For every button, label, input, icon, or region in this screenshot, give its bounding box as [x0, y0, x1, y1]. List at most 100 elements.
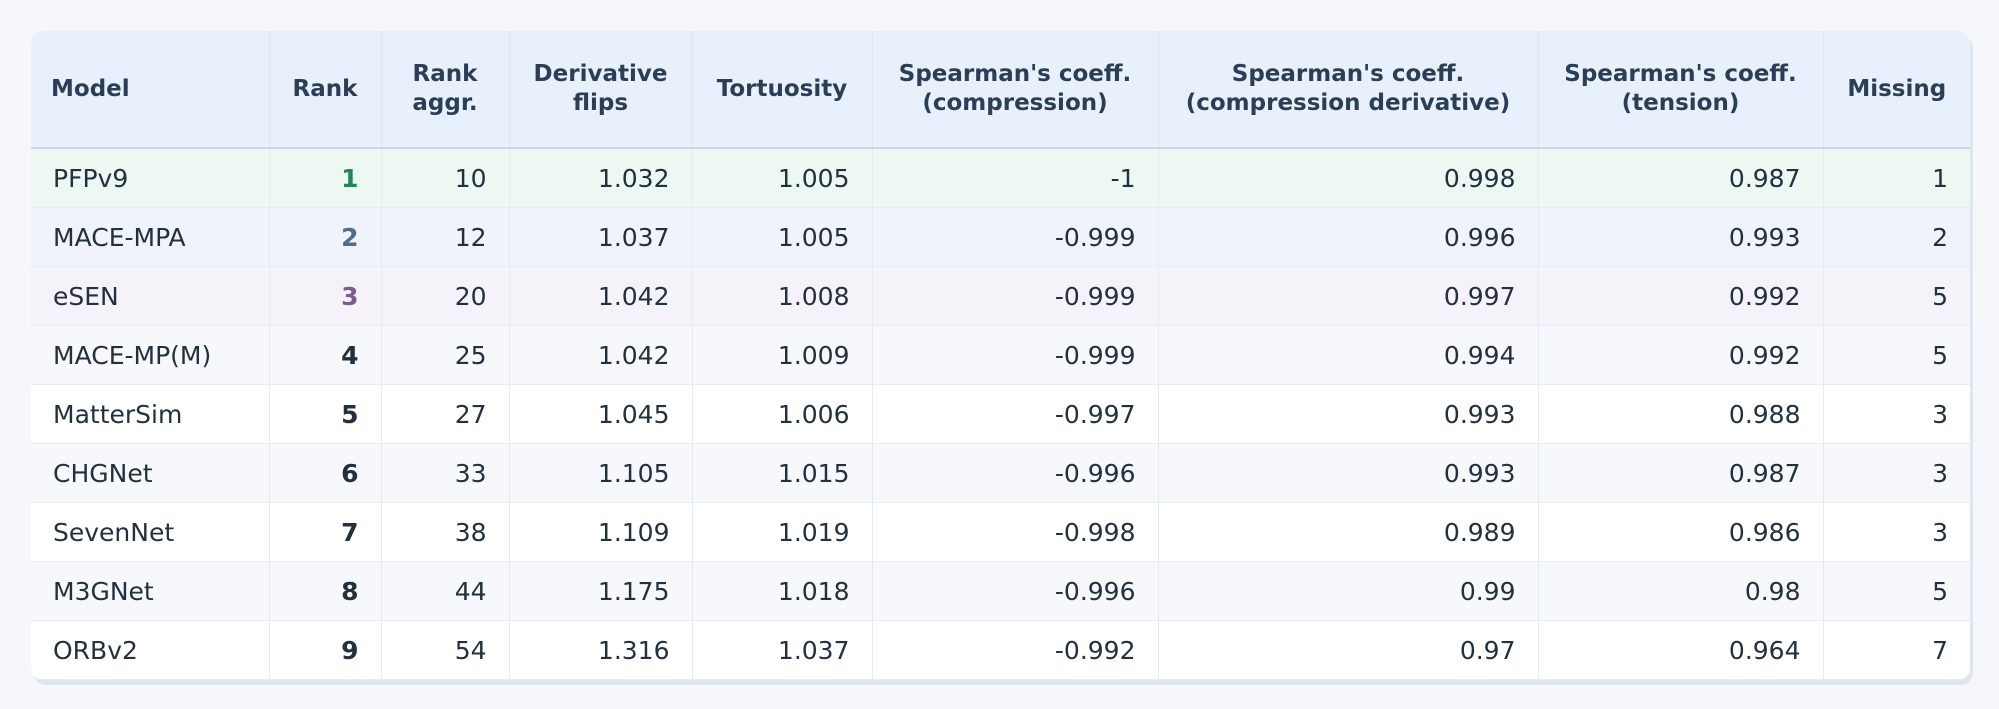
table-cell: 0.997 [1158, 266, 1539, 326]
results-table: Model Rank Rank aggr. Derivative flips Tortu… [31, 31, 1970, 680]
column-header: Model [31, 31, 270, 149]
table-cell: 5 [1823, 561, 1970, 621]
table-cell: 1.005 [692, 207, 873, 267]
table-cell: -0.999 [872, 325, 1159, 385]
column-header: Missing [1823, 31, 1970, 149]
table-cell: 3 [1823, 502, 1970, 562]
table-cell: 1.005 [692, 148, 873, 208]
table-cell: MACE-MP(M) [31, 325, 270, 385]
table-cell: 5 [1823, 325, 1970, 385]
table-cell: 7 [1823, 620, 1970, 680]
table-cell: -0.997 [872, 384, 1159, 444]
table-card: Model Rank Rank aggr. Derivative flips Tortu… [31, 31, 1970, 680]
table-cell: -1 [872, 148, 1159, 208]
table-cell: ORBv2 [31, 620, 270, 680]
table-row: MatterSim 5 27 1.045 1.006 -0.997 0.993 0.988 3 [31, 384, 1970, 444]
table-cell: 7 [269, 502, 382, 562]
table-cell: 8 [269, 561, 382, 621]
table-cell: 0.994 [1158, 325, 1539, 385]
table-cell: M3GNet [31, 561, 270, 621]
table-cell: 54 [381, 620, 510, 680]
table-row: MACE-MPA 2 12 1.037 1.005 -0.999 0.996 0.993 2 [31, 207, 1970, 267]
table-cell: 38 [381, 502, 510, 562]
table-cell: 1.316 [509, 620, 693, 680]
column-header: Spearman's coeff. (compression) [872, 31, 1159, 149]
table-cell: SevenNet [31, 502, 270, 562]
table-cell: MatterSim [31, 384, 270, 444]
table-cell: 0.964 [1538, 620, 1824, 680]
table-cell: 0.988 [1538, 384, 1824, 444]
table-cell: 1.009 [692, 325, 873, 385]
column-header: Tortuosity [692, 31, 873, 149]
table-cell: 1 [269, 148, 382, 208]
table-row: M3GNet 8 44 1.175 1.018 -0.996 0.99 0.98 5 [31, 561, 1970, 621]
table-row: CHGNet 6 33 1.105 1.015 -0.996 0.993 0.987 3 [31, 443, 1970, 503]
table-cell: 1.109 [509, 502, 693, 562]
table-row: ORBv2 9 54 1.316 1.037 -0.992 0.97 0.964 7 [31, 620, 1970, 680]
table-cell: 0.98 [1538, 561, 1824, 621]
table-cell: 0.993 [1538, 207, 1824, 267]
table-cell: 5 [1823, 266, 1970, 326]
table-cell: 3 [269, 266, 382, 326]
table-cell: 9 [269, 620, 382, 680]
table-cell: 0.989 [1158, 502, 1539, 562]
table-cell: 1.037 [509, 207, 693, 267]
table-cell: 0.99 [1158, 561, 1539, 621]
table-cell: 0.987 [1538, 443, 1824, 503]
header-row: Model Rank Rank aggr. Derivative flips Tortu… [31, 31, 1970, 149]
table-cell: 0.97 [1158, 620, 1539, 680]
table-cell: -0.996 [872, 561, 1159, 621]
table-cell: 20 [381, 266, 510, 326]
table-cell: 1.042 [509, 325, 693, 385]
table-cell: 1.006 [692, 384, 873, 444]
table-cell: 1.037 [692, 620, 873, 680]
table-cell: 0.986 [1538, 502, 1824, 562]
table-cell: 1.042 [509, 266, 693, 326]
column-header: Spearman's coeff. (compression derivativ… [1158, 31, 1539, 149]
table-row: eSEN 3 20 1.042 1.008 -0.999 0.997 0.992 5 [31, 266, 1970, 326]
table-cell: 1.175 [509, 561, 693, 621]
table-cell: 0.998 [1158, 148, 1539, 208]
table-cell: 44 [381, 561, 510, 621]
table-cell: CHGNet [31, 443, 270, 503]
table-cell: 1.045 [509, 384, 693, 444]
table-cell: 0.992 [1538, 325, 1824, 385]
table-cell: -0.992 [872, 620, 1159, 680]
table-cell: 25 [381, 325, 510, 385]
table-cell: 3 [1823, 384, 1970, 444]
table-cell: PFPv9 [31, 148, 270, 208]
table-cell: eSEN [31, 266, 270, 326]
column-header: Rank [269, 31, 382, 149]
column-header: Spearman's coeff. (tension) [1538, 31, 1824, 149]
table-cell: 3 [1823, 443, 1970, 503]
table-cell: 1.008 [692, 266, 873, 326]
table-cell: MACE-MPA [31, 207, 270, 267]
table-cell: 0.987 [1538, 148, 1824, 208]
table-cell: -0.998 [872, 502, 1159, 562]
table-cell: 27 [381, 384, 510, 444]
table-cell: 0.996 [1158, 207, 1539, 267]
table-cell: 1.018 [692, 561, 873, 621]
table-cell: 1.032 [509, 148, 693, 208]
table-row: SevenNet 7 38 1.109 1.019 -0.998 0.989 0.986 3 [31, 502, 1970, 562]
table-cell: 0.993 [1158, 443, 1539, 503]
table-row: MACE-MP(M) 4 25 1.042 1.009 -0.999 0.994 0.992 5 [31, 325, 1970, 385]
table-cell: 1 [1823, 148, 1970, 208]
table-cell: 2 [1823, 207, 1970, 267]
table-cell: 33 [381, 443, 510, 503]
table-cell: 1.019 [692, 502, 873, 562]
table-cell: 10 [381, 148, 510, 208]
table-cell: 1.015 [692, 443, 873, 503]
column-header: Derivative flips [509, 31, 693, 149]
table-cell: 0.992 [1538, 266, 1824, 326]
table-cell: -0.999 [872, 207, 1159, 267]
table-cell: -0.996 [872, 443, 1159, 503]
table-cell: 12 [381, 207, 510, 267]
table-cell: 2 [269, 207, 382, 267]
table-cell: 1.105 [509, 443, 693, 503]
table-row: PFPv9 1 10 1.032 1.005 -1 0.998 0.987 1 [31, 148, 1970, 208]
table-body: PFPv9 1 10 1.032 1.005 -1 0.998 0.987 1 MACE-MPA 2… [31, 148, 1970, 680]
table-cell: -0.999 [872, 266, 1159, 326]
table-cell: 0.993 [1158, 384, 1539, 444]
